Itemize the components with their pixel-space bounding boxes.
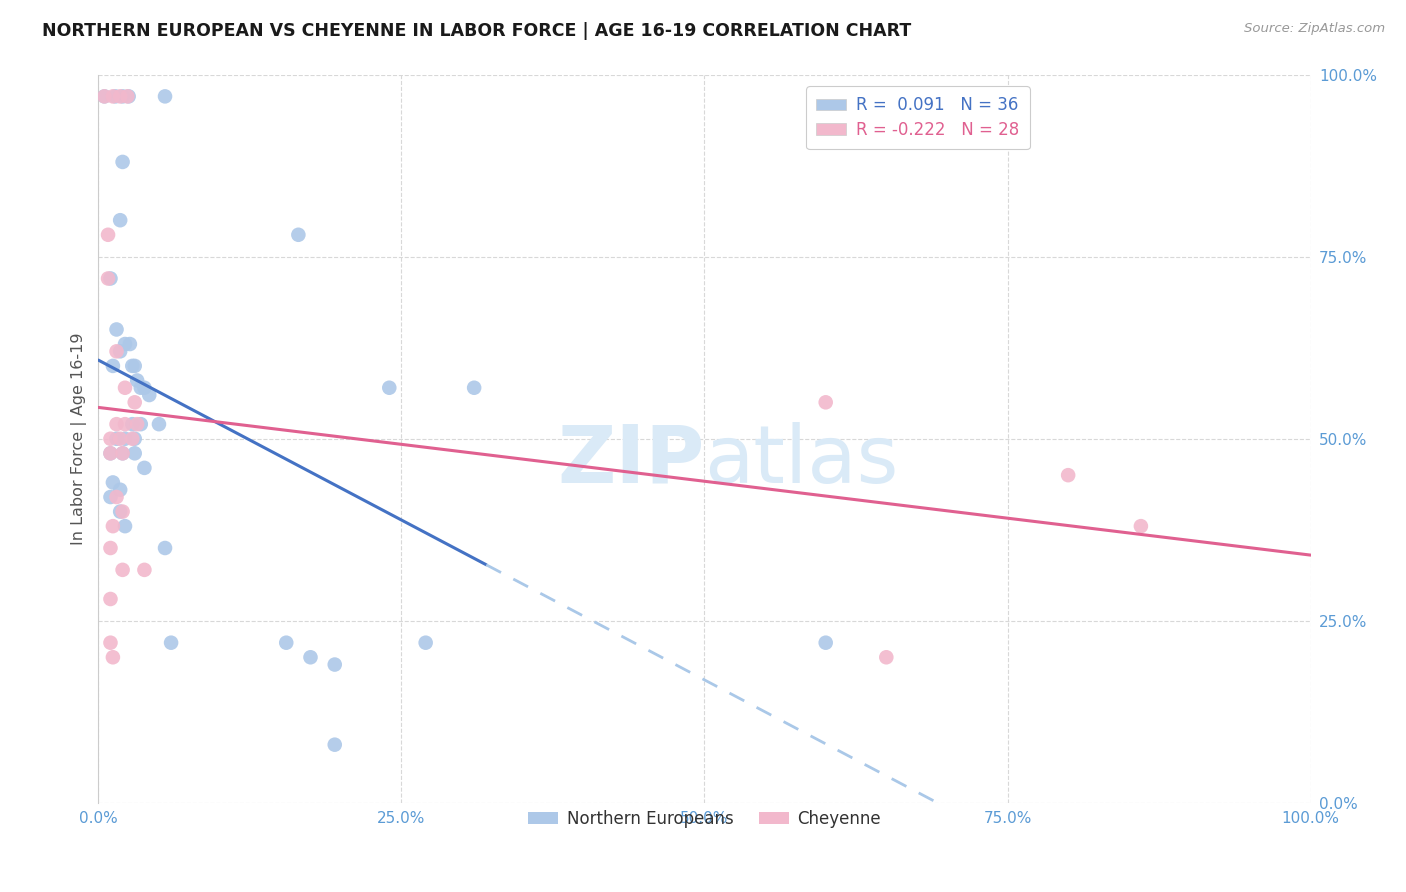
Point bbox=[114, 519, 136, 533]
Point bbox=[134, 563, 156, 577]
Point bbox=[117, 89, 139, 103]
Point bbox=[134, 381, 156, 395]
Point bbox=[378, 381, 401, 395]
Text: atlas: atlas bbox=[704, 422, 898, 500]
Point bbox=[1129, 519, 1152, 533]
Text: NORTHERN EUROPEAN VS CHEYENNE IN LABOR FORCE | AGE 16-19 CORRELATION CHART: NORTHERN EUROPEAN VS CHEYENNE IN LABOR F… bbox=[42, 22, 911, 40]
Point bbox=[111, 563, 134, 577]
Point bbox=[153, 541, 176, 555]
Point bbox=[111, 505, 134, 519]
Text: ZIP: ZIP bbox=[557, 422, 704, 500]
Point bbox=[124, 395, 146, 409]
Point bbox=[323, 657, 346, 672]
Point bbox=[100, 432, 122, 446]
Point bbox=[127, 417, 149, 432]
Point bbox=[101, 519, 124, 533]
Point bbox=[121, 359, 143, 373]
Point bbox=[138, 388, 160, 402]
Point bbox=[463, 381, 485, 395]
Point bbox=[93, 89, 115, 103]
Point bbox=[108, 344, 131, 359]
Point bbox=[101, 650, 124, 665]
Point bbox=[114, 432, 136, 446]
Point bbox=[124, 432, 146, 446]
Point bbox=[121, 432, 143, 446]
Y-axis label: In Labor Force | Age 16-19: In Labor Force | Age 16-19 bbox=[72, 333, 87, 545]
Point bbox=[129, 381, 152, 395]
Point bbox=[134, 461, 156, 475]
Point bbox=[124, 446, 146, 460]
Point bbox=[111, 89, 134, 103]
Point bbox=[153, 89, 176, 103]
Point bbox=[111, 446, 134, 460]
Point bbox=[105, 322, 128, 336]
Point bbox=[108, 505, 131, 519]
Point bbox=[100, 592, 122, 607]
Point bbox=[108, 89, 131, 103]
Point bbox=[323, 738, 346, 752]
Point bbox=[287, 227, 309, 242]
Point bbox=[101, 475, 124, 490]
Point bbox=[160, 636, 183, 650]
Point bbox=[101, 89, 124, 103]
Point bbox=[124, 359, 146, 373]
Point bbox=[114, 337, 136, 351]
Point bbox=[814, 636, 837, 650]
Point bbox=[100, 541, 122, 555]
Point bbox=[108, 213, 131, 227]
Point bbox=[104, 89, 127, 103]
Point bbox=[118, 89, 141, 103]
Point bbox=[1057, 468, 1080, 483]
Point bbox=[114, 381, 136, 395]
Point bbox=[100, 271, 122, 285]
Point bbox=[148, 417, 170, 432]
Point bbox=[105, 490, 128, 504]
Point bbox=[875, 650, 897, 665]
Point bbox=[814, 395, 837, 409]
Legend: Northern Europeans, Cheyenne: Northern Europeans, Cheyenne bbox=[522, 804, 887, 835]
Point bbox=[97, 271, 120, 285]
Point bbox=[100, 446, 122, 460]
Point bbox=[118, 337, 141, 351]
Point bbox=[108, 483, 131, 497]
Text: Source: ZipAtlas.com: Source: ZipAtlas.com bbox=[1244, 22, 1385, 36]
Point bbox=[127, 374, 149, 388]
Point bbox=[111, 446, 134, 460]
Point bbox=[108, 432, 131, 446]
Point bbox=[105, 417, 128, 432]
Point bbox=[114, 417, 136, 432]
Point bbox=[111, 155, 134, 169]
Point bbox=[100, 490, 122, 504]
Point bbox=[105, 344, 128, 359]
Point bbox=[105, 432, 128, 446]
Point bbox=[97, 227, 120, 242]
Point bbox=[129, 417, 152, 432]
Point bbox=[100, 446, 122, 460]
Point bbox=[101, 359, 124, 373]
Point bbox=[100, 636, 122, 650]
Point bbox=[121, 417, 143, 432]
Point bbox=[299, 650, 322, 665]
Point bbox=[93, 89, 115, 103]
Point bbox=[415, 636, 437, 650]
Point bbox=[276, 636, 298, 650]
